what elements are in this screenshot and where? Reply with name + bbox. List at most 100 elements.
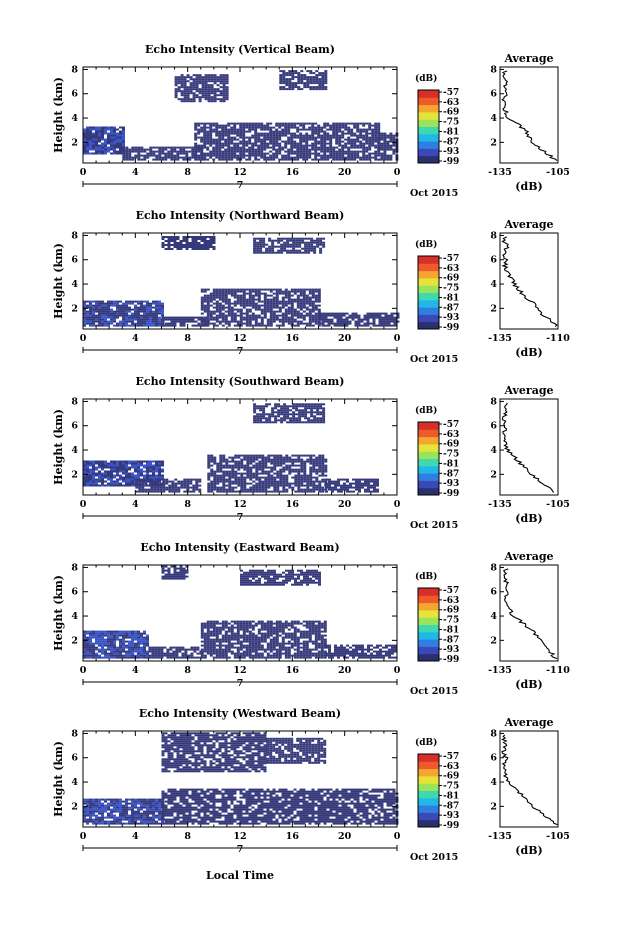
echo-cell [119,460,122,463]
echo-cell [299,320,303,323]
echo-cell [200,320,204,323]
echo-cell [365,138,369,141]
echo-cell [194,320,198,323]
echo-cell [188,246,192,248]
echo-cell [308,136,312,139]
echo-cell [319,419,323,422]
echo-cell [297,78,301,81]
echo-cell [162,484,166,487]
echo-cell [262,421,266,424]
echo-cell [333,312,337,315]
echo-cell [138,484,142,487]
echo-cell [189,84,193,87]
echo-cell [89,310,92,313]
echo-cell [92,484,95,487]
echo-cell [293,142,297,145]
echo-cell [263,308,267,311]
echo-cell [305,134,309,137]
echo-cell [362,136,366,139]
echo-cell [248,152,252,155]
echo-cell [276,460,280,463]
echo-cell [89,324,92,327]
echo-cell [122,656,125,659]
echo-cells [83,236,400,327]
echo-cell [290,322,294,325]
echo-cell [290,290,294,293]
echo-cell [368,138,372,141]
echo-cell [191,320,195,323]
echo-cell [173,236,177,238]
echo-cell [218,302,222,305]
echo-cell [234,482,238,485]
echo-cell [209,322,213,325]
echo-cell [194,138,198,141]
echo-cell [303,74,307,77]
echo-cell [195,478,199,481]
echo-cell [321,320,325,323]
echo-cell [267,480,271,483]
echo-cell [374,156,378,159]
echo-cell [86,140,89,143]
echo-cell [245,140,249,143]
echo-cell [285,468,289,471]
colorbar-segment [418,97,439,106]
echo-cell [233,308,237,311]
echo-cell [179,150,183,153]
echo-cell [233,130,237,133]
echo-cell [377,124,381,127]
echo-cell [255,482,259,485]
echo-cell [257,290,261,293]
echo-cell [128,630,131,633]
echo-cell [261,486,265,489]
echo-cell [344,138,348,141]
echo-cell [309,474,313,477]
echo-cell [290,132,294,135]
echo-cell [279,82,283,85]
echo-cell [296,320,300,323]
echo-cell [209,142,213,145]
echo-cell [222,88,226,91]
echo-cell [324,460,328,463]
echo-cell [215,150,219,153]
echo-cell [322,419,326,422]
echo-cell [307,247,311,250]
echo-cell [347,140,351,143]
echo-cell [200,302,204,305]
echo-cell [119,644,122,647]
echo-cell [146,466,149,469]
echo-cell [305,150,309,153]
echo-cell [213,474,217,477]
echo-cell [140,300,143,303]
echo-cell [269,324,273,327]
echo-cell [95,638,98,641]
echo-cell [269,312,273,315]
echo-cell [269,158,273,161]
echo-cell [170,248,174,250]
echo-cell [198,96,202,99]
echo-cell [240,480,244,483]
echo-cell [186,94,190,97]
echo-cell [86,648,89,651]
echo-cell [134,300,137,303]
echo-cell [225,76,229,79]
echo-cell [83,142,86,145]
echo-cell [290,294,294,297]
echo-cell [354,322,358,325]
echo-cell [113,312,116,315]
echo-cell [212,152,216,155]
echo-cell [152,478,155,481]
echo-cell [260,150,264,153]
y-tick-label: 6 [71,255,78,266]
echo-cell [131,150,135,153]
echo-cell [186,96,190,99]
echo-cell [219,460,223,463]
echo-cell [347,130,351,133]
echo-cell [158,462,161,465]
echo-cell [381,324,385,327]
echo-cell [371,128,375,131]
echo-cell [264,464,268,467]
echo-cell [203,246,207,248]
echo-cell [131,300,134,303]
echo-cell [280,417,284,420]
echo-cell [252,458,256,461]
